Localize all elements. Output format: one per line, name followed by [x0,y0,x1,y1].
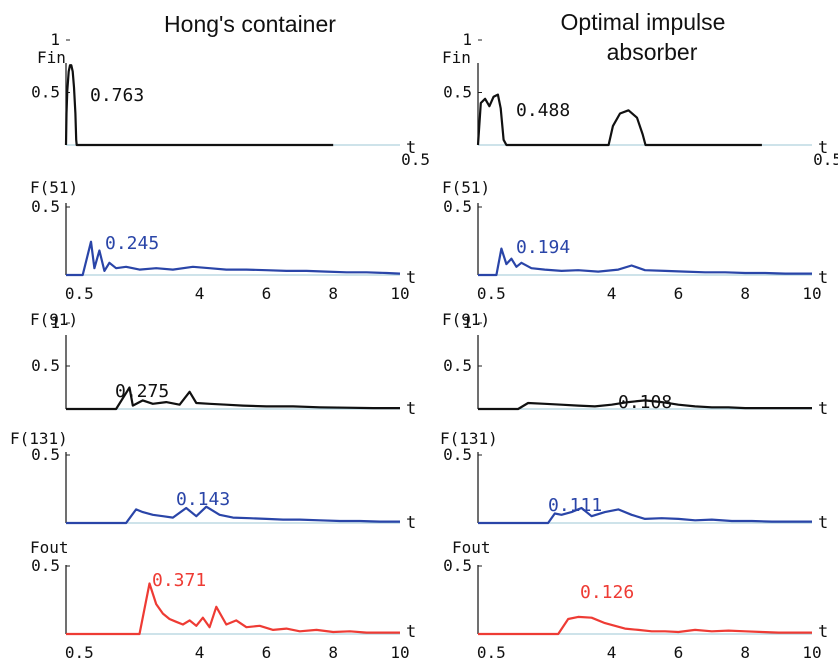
col-title-left: Hong's container [164,11,336,37]
hong-f91-peak-label: 0.275 [115,381,169,402]
hong-f51-xtick-2: 6 [262,284,272,303]
opt-f51-ytick-0: 0.5 [443,197,472,216]
hong-fout-xtick-2: 6 [262,643,272,662]
hong-fout-ytick-0: 0.5 [31,556,60,575]
hong-f91-panel: F(91)1 0.5 t 0.275 [30,310,416,419]
opt-fin-ylabel: Fin [442,48,471,67]
hong-f51-xlabel: t [406,268,416,288]
opt-fin-peak-label: 0.488 [516,100,570,121]
hong-f91-ytick-1: 0.5 [31,356,60,375]
hong-fin-ytick-1: 0.5 [31,83,60,102]
hong-f91-ytick-0: 1 [50,313,60,332]
opt-f131-xlabel: t [818,513,828,533]
hong-f51-panel: F(51)0.5t0.5 4 6 8 100.245 [30,178,416,303]
hong-fin-ylabel: Fin [37,48,66,67]
hong-f51-xtick-3: 8 [328,284,338,303]
opt-f91-ylabel: F(91) [442,310,490,329]
opt-f91-series-0 [478,399,812,411]
opt-fout-xtick-4: 10 [802,643,821,662]
opt-f91-xlabel: t [818,399,828,419]
opt-fout-xlabel: t [818,622,828,642]
opt-fin-ytick-0: 1 [462,30,472,49]
opt-f91-panel: F(91)1 0.5 t 0.108 [442,310,828,419]
opt-f131-peak-label: 0.111 [548,495,602,516]
opt-f51-panel: F(51)0.5t0.5 4 6 8 100.194 [442,178,828,303]
opt-f91-ytick-0: 1 [462,313,472,332]
hong-fin-xtick-0: 0.5 [401,150,430,169]
hong-fout-xtick-0: 0.5 [65,643,94,662]
col-title-right-line2: absorber [607,39,698,65]
opt-f51-xtick-1: 4 [607,284,617,303]
opt-f51-peak-label: 0.194 [516,237,570,258]
hong-f51-ytick-0: 0.5 [31,197,60,216]
opt-fout-xtick-3: 8 [740,643,750,662]
opt-fout-xtick-0: 0.5 [477,643,506,662]
opt-f51-xtick-4: 10 [802,284,821,303]
hong-fin-series-0 [64,64,334,147]
hong-f131-ytick-0: 0.5 [31,445,60,464]
opt-f51-xlabel: t [818,268,828,288]
hong-fin-ytick-0: 1 [50,30,60,49]
hong-f131-ylabel: F(131) [10,429,68,448]
opt-f51-series-0 [478,247,812,277]
opt-fout-xtick-2: 6 [674,643,684,662]
hong-f51-xtick-0: 0.5 [65,284,94,303]
opt-f51-xtick-3: 8 [740,284,750,303]
hong-fout-peak-label: 0.371 [152,570,206,591]
hong-fout-series-0 [66,582,400,636]
opt-f131-panel: F(131)0.5 t 0.111 [440,429,828,533]
opt-f51-xtick-0: 0.5 [477,284,506,303]
hong-fout-xlabel: t [406,622,416,642]
hong-fout-ylabel: Fout [30,538,69,557]
hong-fin-xlabel: t [406,138,416,158]
opt-f131-ylabel: F(131) [440,429,498,448]
opt-fin-xtick-0: 0.5 [813,150,838,169]
hong-f51-xtick-4: 10 [390,284,409,303]
col-title-right-line1: Optimal impulse [561,9,726,35]
hong-fout-xtick-1: 4 [195,643,205,662]
hong-f51-ylabel: F(51) [30,178,78,197]
hong-f91-series-0 [66,386,400,411]
opt-f131-ytick-0: 0.5 [443,445,472,464]
hong-f131-panel: F(131)0.5 t 0.143 [10,429,416,533]
opt-fout-peak-label: 0.126 [580,582,634,603]
hong-fin-peak-label: 0.763 [90,85,144,106]
hong-fout-xtick-3: 8 [328,643,338,662]
panels: Fin10.5t0.50.763Fin10.5t0.50.488F(51)0.5… [10,30,838,662]
hong-fout-xtick-4: 10 [390,643,409,662]
opt-f91-ytick-1: 0.5 [443,356,472,375]
hong-f51-xtick-1: 4 [195,284,205,303]
hong-f51-series-0 [66,240,401,277]
hong-f91-xlabel: t [406,399,416,419]
hong-f131-peak-label: 0.143 [176,489,230,510]
hong-f131-series-0 [66,505,400,525]
hong-f91-ylabel: F(91) [30,310,78,329]
opt-f51-xtick-2: 6 [674,284,684,303]
opt-fout-series-0 [478,615,812,636]
opt-f51-ylabel: F(51) [442,178,490,197]
opt-fin-xlabel: t [818,138,828,158]
opt-fout-ylabel: Fout [452,538,491,557]
opt-fin-series-0 [476,93,762,147]
hong-f131-xlabel: t [406,513,416,533]
opt-fout-ytick-0: 0.5 [443,556,472,575]
opt-fout-xtick-1: 4 [607,643,617,662]
hong-f51-peak-label: 0.245 [105,233,159,254]
opt-f131-series-0 [478,506,812,525]
opt-fin-ytick-1: 0.5 [443,83,472,102]
opt-f91-peak-label: 0.108 [618,392,672,413]
